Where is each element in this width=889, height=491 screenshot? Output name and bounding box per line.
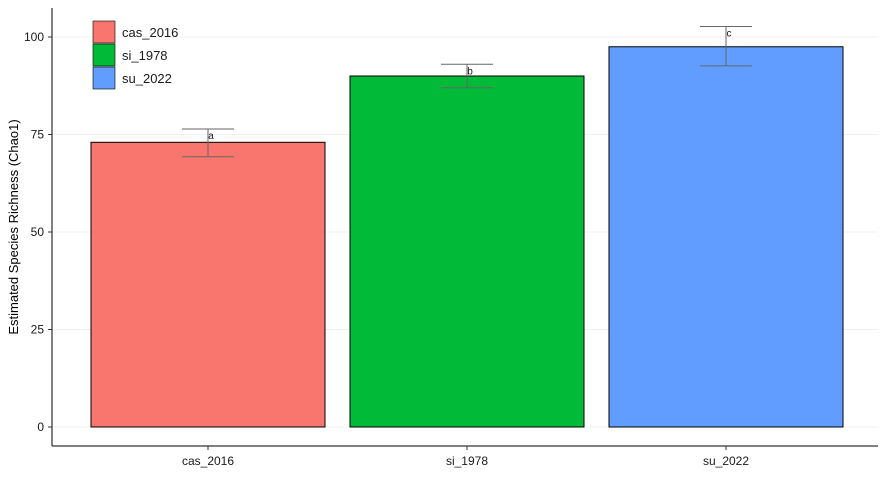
legend-label: si_1978 — [122, 48, 168, 63]
bar-su_2022 — [608, 46, 844, 428]
x-ticks: cas_2016 si_1978 su_2022 — [182, 446, 749, 468]
y-tick-label: 75 — [31, 128, 45, 142]
error-bars: a b c — [182, 25, 752, 158]
bar-cas_2016 — [90, 141, 326, 428]
y-tick-label: 25 — [31, 323, 45, 337]
legend-key-su_2022 — [92, 66, 116, 90]
significance-label: a — [208, 131, 214, 142]
y-tick-label: 100 — [24, 30, 44, 44]
y-ticks: 0 25 50 75 100 — [24, 30, 52, 434]
x-tick-label: su_2022 — [703, 454, 749, 468]
bar-si_1978 — [349, 75, 585, 428]
x-tick-label: cas_2016 — [182, 454, 234, 468]
legend-label: su_2022 — [122, 71, 172, 86]
y-axis-title: Estimated Species Richness (Chao1) — [6, 119, 21, 334]
bars — [90, 46, 844, 428]
x-tick-label: si_1978 — [446, 454, 488, 468]
y-tick-label: 50 — [31, 225, 45, 239]
legend-key-si_1978 — [92, 43, 116, 67]
legend: cas_2016 si_1978 su_2022 — [92, 20, 178, 90]
significance-label: b — [467, 66, 473, 77]
axes — [51, 8, 878, 447]
legend-label: cas_2016 — [122, 25, 178, 40]
y-tick-label: 0 — [37, 420, 44, 434]
significance-label: c — [727, 28, 732, 39]
legend-key-cas_2016 — [92, 20, 116, 44]
